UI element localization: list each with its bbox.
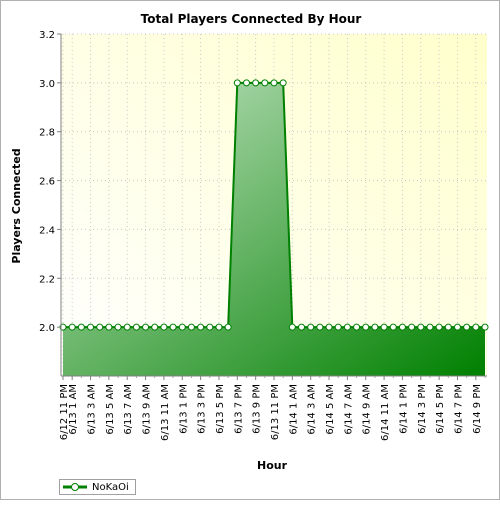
data-point [398, 323, 406, 331]
data-point [371, 323, 379, 331]
data-point [160, 323, 168, 331]
x-tick-label: 6/13 5 PM [215, 384, 226, 434]
x-tick-label: 6/14 9 AM [362, 384, 373, 435]
y-axis-label: Players Connected [10, 148, 23, 263]
x-tick-label: 6/13 7 AM [123, 384, 134, 435]
x-tick-label: 6/14 11 AM [380, 384, 391, 441]
data-point [435, 323, 443, 331]
x-tick-label: 6/13 9 PM [252, 384, 263, 434]
data-point [288, 323, 296, 331]
data-point [114, 323, 122, 331]
x-tick-label: 6/14 5 PM [435, 384, 446, 434]
data-point [472, 323, 480, 331]
x-tick-label: 6/13 3 PM [197, 384, 208, 434]
x-tick-label: 6/14 3 AM [307, 384, 318, 435]
y-axis-ticks: 2.0 2.2 2.4 2.6 2.8 3.0 3.2 [39, 30, 61, 334]
data-point [334, 323, 342, 331]
x-axis-label: Hour [257, 459, 288, 472]
x-tick-label: 6/13 9 AM [142, 384, 153, 435]
data-point [353, 323, 361, 331]
y-tick-label: 2.6 [39, 177, 55, 188]
y-tick-label: 3.2 [39, 30, 55, 41]
data-point [197, 323, 205, 331]
y-tick-label: 2.2 [39, 274, 55, 285]
data-point [343, 323, 351, 331]
data-point [105, 323, 113, 331]
x-tick-label: 6/14 1 PM [398, 384, 409, 434]
data-point [68, 323, 76, 331]
y-tick-label: 3.0 [39, 79, 55, 90]
x-tick-label: 6/14 3 PM [417, 384, 428, 434]
series-area-layer [59, 79, 489, 376]
data-point [325, 323, 333, 331]
legend-label: NoKaOi [92, 481, 129, 493]
data-point [270, 79, 278, 87]
data-point [408, 323, 416, 331]
x-tick-label: 6/12 11 PM [59, 384, 70, 440]
data-point [453, 323, 461, 331]
data-point [123, 323, 131, 331]
x-tick-label: 6/13 5 AM [105, 384, 116, 435]
chart-title: Total Players Connected By Hour [141, 12, 362, 26]
x-tick-label: 6/13 1 PM [178, 384, 189, 434]
data-point [233, 79, 241, 87]
data-point [132, 323, 140, 331]
data-point [279, 79, 287, 87]
data-point [178, 323, 186, 331]
data-point [426, 323, 434, 331]
series-area [63, 82, 485, 376]
data-point [298, 323, 306, 331]
x-tick-label: 6/14 9 PM [472, 384, 483, 434]
data-point [481, 323, 489, 331]
data-point [142, 323, 150, 331]
x-axis-ticks: 6/12 11 PM6/13 1 AM 6/13 3 AM 6/13 5 AM 6/1… [59, 376, 486, 441]
data-point [307, 323, 315, 331]
x-tick-label: 6/14 1 AM [288, 384, 299, 435]
data-point [215, 323, 223, 331]
y-tick-label: 2.0 [39, 323, 55, 334]
x-tick-label: 6/14 7 AM [343, 384, 354, 435]
legend-swatch-icon [62, 481, 88, 493]
data-point [224, 323, 232, 331]
x-tick-label: 6/14 7 PM [453, 384, 464, 434]
data-point [463, 323, 471, 331]
data-point [316, 323, 324, 331]
data-point [261, 79, 269, 87]
data-point [96, 323, 104, 331]
data-point [252, 79, 260, 87]
data-point [362, 323, 370, 331]
y-tick-label: 2.8 [39, 128, 55, 139]
x-tick-label: 6/13 1 AM [68, 384, 79, 435]
data-point [77, 323, 85, 331]
data-point [187, 323, 195, 331]
data-point [444, 323, 452, 331]
data-point [389, 323, 397, 331]
data-point [206, 323, 214, 331]
data-point [151, 323, 159, 331]
y-tick-label: 2.4 [39, 225, 55, 236]
data-point [380, 323, 388, 331]
data-point [417, 323, 425, 331]
data-point [87, 323, 95, 331]
x-tick-label: 6/13 3 AM [87, 384, 98, 435]
x-tick-label: 6/13 7 PM [233, 384, 244, 434]
x-tick-label: 6/13 11 PM [270, 384, 281, 440]
data-point [242, 79, 250, 87]
x-tick-label: 6/13 11 AM [160, 384, 171, 441]
x-tick-label: 6/14 5 AM [325, 384, 336, 435]
data-point [169, 323, 177, 331]
legend: NoKaOi [59, 479, 136, 495]
